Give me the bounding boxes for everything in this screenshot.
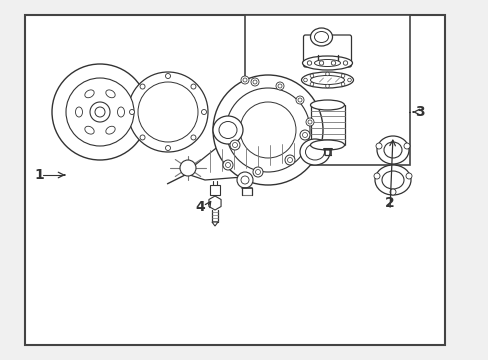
Circle shape bbox=[52, 64, 148, 160]
Circle shape bbox=[180, 160, 196, 176]
Circle shape bbox=[140, 135, 145, 140]
Circle shape bbox=[250, 78, 259, 86]
Circle shape bbox=[241, 76, 248, 84]
Text: 3: 3 bbox=[414, 105, 424, 119]
Circle shape bbox=[191, 84, 196, 89]
Ellipse shape bbox=[305, 144, 324, 160]
Ellipse shape bbox=[314, 32, 328, 42]
Circle shape bbox=[307, 120, 311, 124]
Circle shape bbox=[309, 74, 313, 77]
Circle shape bbox=[129, 109, 134, 114]
Ellipse shape bbox=[117, 107, 124, 117]
Circle shape bbox=[325, 72, 328, 76]
Ellipse shape bbox=[213, 116, 243, 144]
Circle shape bbox=[225, 162, 230, 167]
Circle shape bbox=[303, 78, 306, 82]
Circle shape bbox=[405, 173, 411, 179]
Text: 2: 2 bbox=[385, 196, 394, 210]
Polygon shape bbox=[212, 222, 218, 226]
Circle shape bbox=[237, 172, 252, 188]
Circle shape bbox=[128, 72, 207, 152]
Circle shape bbox=[232, 143, 237, 148]
Circle shape bbox=[389, 189, 395, 195]
Circle shape bbox=[302, 132, 307, 138]
Circle shape bbox=[213, 75, 323, 185]
Bar bbox=[209, 185, 220, 195]
Ellipse shape bbox=[310, 100, 344, 110]
Circle shape bbox=[341, 74, 344, 77]
Circle shape bbox=[341, 82, 344, 86]
Ellipse shape bbox=[310, 76, 344, 85]
Circle shape bbox=[243, 78, 246, 82]
Circle shape bbox=[191, 135, 196, 140]
Polygon shape bbox=[190, 140, 309, 180]
Circle shape bbox=[297, 98, 302, 102]
Circle shape bbox=[287, 158, 292, 162]
Ellipse shape bbox=[105, 90, 115, 98]
Text: 1: 1 bbox=[34, 168, 43, 182]
Ellipse shape bbox=[310, 28, 332, 46]
Circle shape bbox=[309, 82, 313, 86]
Circle shape bbox=[331, 61, 335, 65]
Circle shape bbox=[295, 96, 304, 104]
Text: 4: 4 bbox=[195, 200, 204, 214]
Circle shape bbox=[375, 143, 381, 149]
Circle shape bbox=[325, 84, 328, 88]
Circle shape bbox=[95, 107, 105, 117]
Circle shape bbox=[403, 143, 409, 149]
Ellipse shape bbox=[84, 90, 94, 98]
Circle shape bbox=[223, 160, 232, 170]
Ellipse shape bbox=[105, 126, 115, 134]
Circle shape bbox=[138, 82, 198, 142]
Ellipse shape bbox=[301, 72, 353, 88]
FancyArrowPatch shape bbox=[167, 171, 192, 184]
Circle shape bbox=[140, 84, 145, 89]
Circle shape bbox=[90, 102, 110, 122]
Circle shape bbox=[201, 109, 206, 114]
Bar bbox=[25, 15, 444, 345]
Circle shape bbox=[299, 130, 309, 140]
Circle shape bbox=[240, 102, 295, 158]
Circle shape bbox=[285, 155, 294, 165]
Ellipse shape bbox=[314, 59, 340, 67]
Ellipse shape bbox=[75, 107, 82, 117]
Polygon shape bbox=[208, 196, 221, 210]
Circle shape bbox=[306, 61, 311, 65]
Circle shape bbox=[165, 73, 170, 78]
Circle shape bbox=[275, 82, 284, 90]
Circle shape bbox=[225, 88, 309, 172]
Circle shape bbox=[66, 78, 134, 146]
Circle shape bbox=[252, 167, 263, 177]
Ellipse shape bbox=[376, 136, 408, 164]
Circle shape bbox=[373, 173, 379, 179]
Ellipse shape bbox=[374, 165, 410, 195]
Circle shape bbox=[305, 118, 313, 126]
Ellipse shape bbox=[383, 142, 401, 158]
Circle shape bbox=[241, 176, 248, 184]
Circle shape bbox=[343, 61, 347, 65]
Ellipse shape bbox=[381, 171, 403, 189]
Circle shape bbox=[165, 145, 170, 150]
Bar bbox=[244, 15, 409, 165]
FancyBboxPatch shape bbox=[303, 35, 351, 67]
Circle shape bbox=[347, 78, 350, 82]
Circle shape bbox=[229, 140, 240, 150]
Circle shape bbox=[278, 84, 282, 88]
Circle shape bbox=[252, 80, 257, 84]
Circle shape bbox=[255, 170, 260, 175]
Ellipse shape bbox=[219, 122, 237, 139]
Ellipse shape bbox=[310, 140, 344, 150]
Ellipse shape bbox=[299, 139, 329, 165]
Ellipse shape bbox=[84, 126, 94, 134]
Circle shape bbox=[319, 61, 323, 65]
Ellipse shape bbox=[302, 56, 352, 70]
